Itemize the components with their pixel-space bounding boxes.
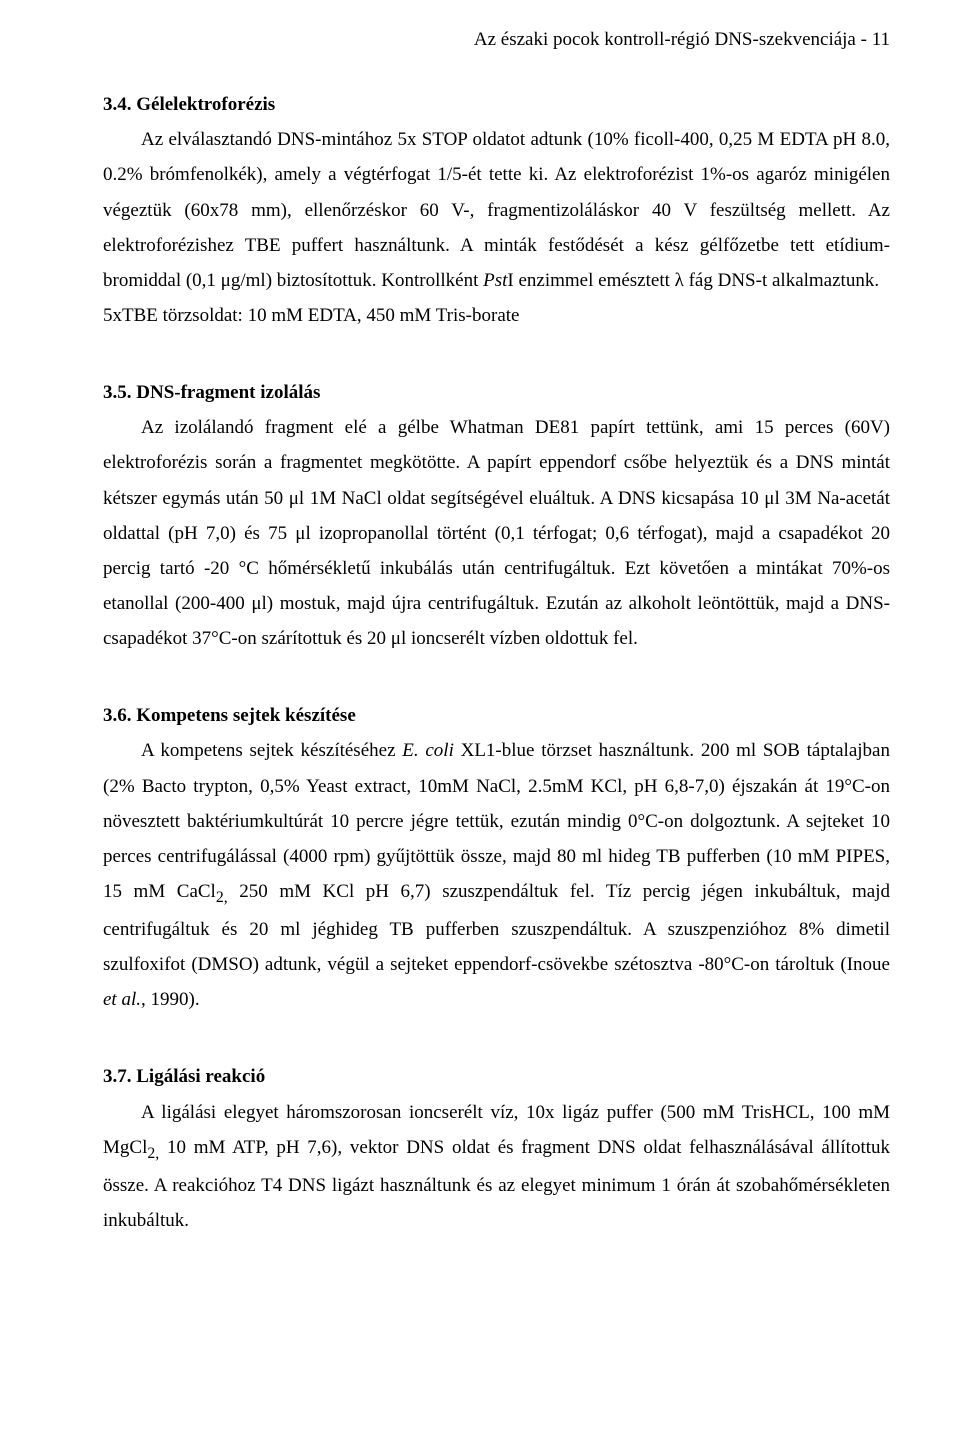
page-header: Az északi pocok kontroll-régió DNS-szekv… (103, 22, 890, 57)
text-italic: Pst (483, 270, 507, 291)
para-3-7-1: A ligálási elegyet háromszorosan ioncser… (103, 1095, 890, 1239)
subscript: 2, (147, 1145, 159, 1162)
text: Az elválasztandó DNS-mintához 5x STOP ol… (103, 129, 890, 291)
text: A kompetens sejtek készítéséhez (141, 740, 402, 761)
text: 10 mM ATP, pH 7,6), vektor DNS oldat és … (103, 1137, 890, 1231)
heading-3-5: 3.5. DNS-fragment izolálás (103, 375, 890, 410)
heading-3-7: 3.7. Ligálási reakció (103, 1059, 890, 1094)
text-italic: E. coli (402, 740, 454, 761)
text-italic: et al. (103, 989, 141, 1010)
para-3-4-1: Az elválasztandó DNS-mintához 5x STOP ol… (103, 122, 890, 298)
para-3-6-1: A kompetens sejtek készítéséhez E. coli … (103, 733, 890, 1017)
para-3-5-1: Az izolálandó fragment elé a gélbe Whatm… (103, 410, 890, 656)
heading-3-6: 3.6. Kompetens sejtek készítése (103, 698, 890, 733)
subscript: 2, (216, 889, 228, 906)
para-3-4-2: 5xTBE törzsoldat: 10 mM EDTA, 450 mM Tri… (103, 298, 890, 333)
text: XL1-blue törzset használtunk. 200 ml SOB… (103, 740, 890, 902)
text: , 1990). (141, 989, 200, 1010)
text: I enzimmel emésztett λ fág DNS-t alkalma… (507, 270, 879, 291)
heading-3-4: 3.4. Gélelektroforézis (103, 87, 890, 122)
